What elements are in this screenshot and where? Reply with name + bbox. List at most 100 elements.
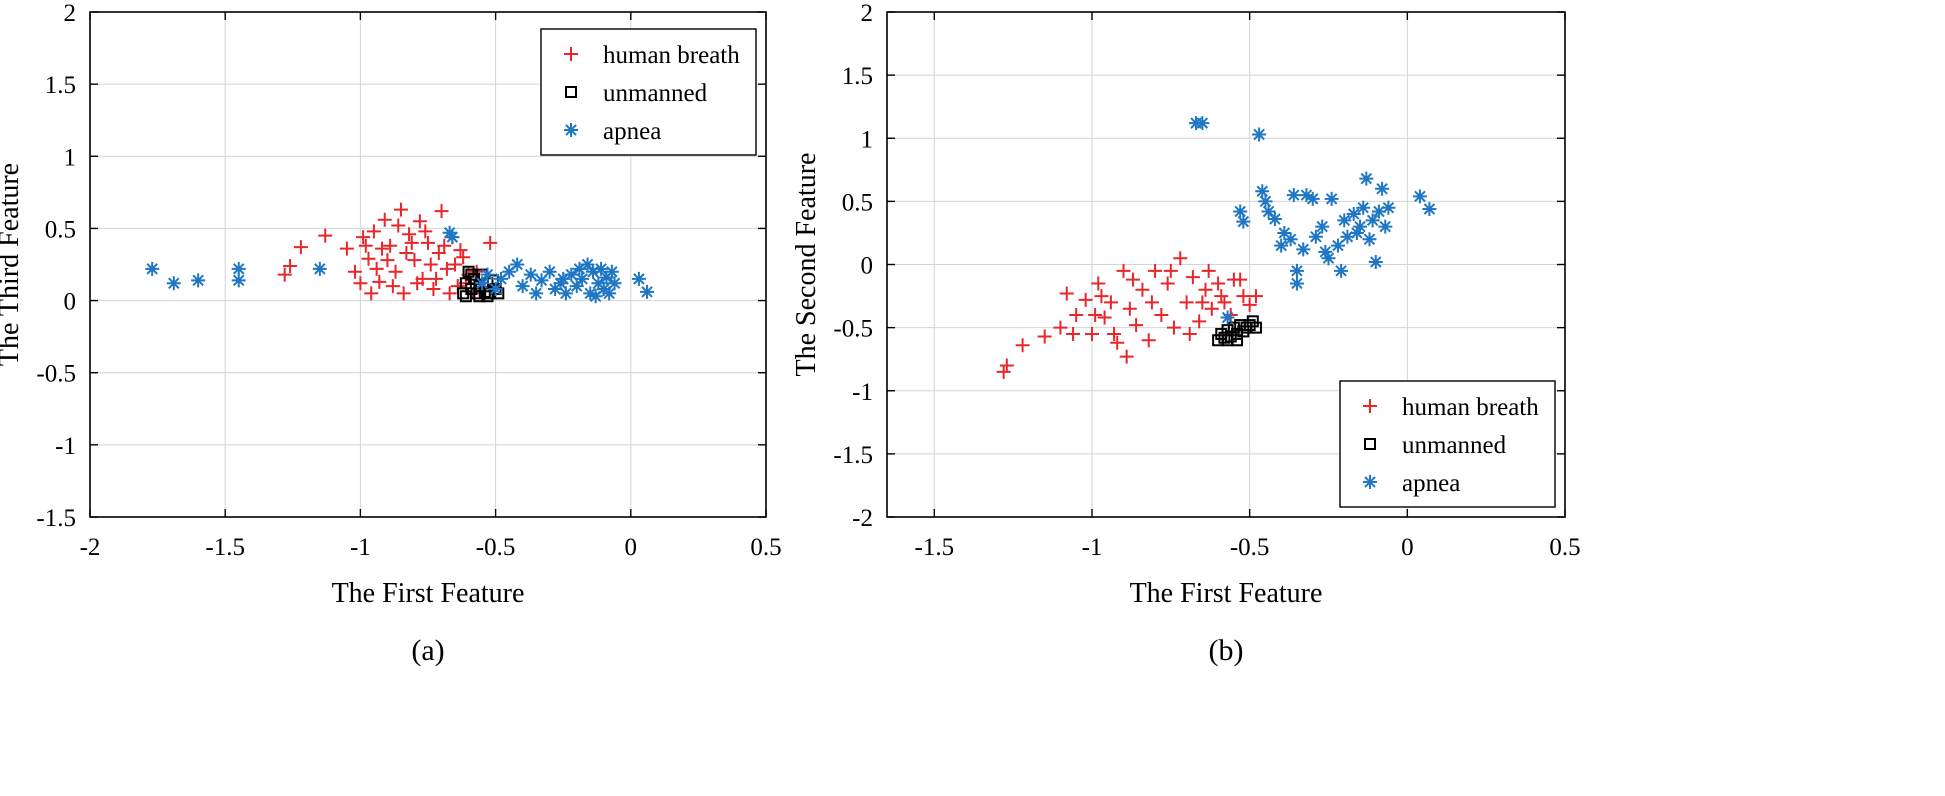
apnea-point xyxy=(1252,127,1267,142)
apnea-point xyxy=(1195,116,1210,131)
legend-marker-unmanned xyxy=(1364,438,1376,450)
unmanned-point xyxy=(465,268,478,281)
y-tick-label: 0 xyxy=(861,253,874,280)
apnea-point xyxy=(1368,254,1383,269)
apnea-point xyxy=(480,267,495,282)
human-breath-point xyxy=(439,261,454,276)
human-breath-point xyxy=(421,235,435,250)
human-breath-point xyxy=(1088,308,1103,322)
panel-label: (a) xyxy=(411,634,444,667)
apnea-point xyxy=(602,286,617,301)
unmanned-point xyxy=(1243,319,1256,332)
legend-marker-unmanned xyxy=(565,86,577,98)
apnea-point xyxy=(1267,212,1282,227)
human-breath-point xyxy=(456,250,471,265)
apnea-point xyxy=(575,271,590,286)
x-axis-label: The First Feature xyxy=(1130,578,1323,609)
apnea-point xyxy=(1255,184,1270,199)
apnea-point xyxy=(1274,238,1289,253)
apnea-point xyxy=(591,276,606,291)
x-axis-label: The First Feature xyxy=(332,578,525,609)
legend-label: apnea xyxy=(603,118,661,145)
human-breath-point xyxy=(347,264,362,279)
human-breath-point xyxy=(391,218,406,233)
human-breath-point xyxy=(1053,320,1068,335)
human-breath-point xyxy=(353,276,368,291)
human-breath-point xyxy=(1015,338,1030,353)
human-breath-point xyxy=(1141,333,1156,348)
axes-frame xyxy=(89,11,767,518)
apnea-point xyxy=(599,270,614,285)
apnea-point xyxy=(1349,225,1364,240)
legend-label: unmanned xyxy=(603,80,708,107)
unmanned-point xyxy=(481,290,494,303)
human-breath-point xyxy=(375,241,390,256)
apnea-point xyxy=(523,267,538,282)
legend-marker-human-breath xyxy=(1363,399,1377,413)
unmanned-point xyxy=(1237,325,1250,338)
apnea-point xyxy=(1334,263,1349,278)
apnea-point xyxy=(1321,251,1336,266)
human-breath-point xyxy=(1144,295,1159,310)
human-breath-point xyxy=(393,202,408,217)
apnea-point xyxy=(1371,204,1386,219)
human-breath-point xyxy=(1148,263,1163,278)
human-breath-point xyxy=(1129,318,1144,333)
unmanned-point xyxy=(1246,315,1259,328)
apnea-point xyxy=(580,257,595,272)
apnea-point xyxy=(510,257,525,272)
apnea-point xyxy=(1353,219,1368,234)
human-breath-point xyxy=(1091,276,1106,291)
apnea-point xyxy=(145,261,160,276)
legend-label: human breath xyxy=(1402,394,1539,421)
human-breath-point xyxy=(483,235,498,250)
apnea-point xyxy=(1308,229,1323,244)
apnea-point xyxy=(1305,191,1320,206)
apnea-point xyxy=(475,276,490,291)
human-breath-point xyxy=(1122,301,1137,316)
apnea-point xyxy=(1277,225,1292,240)
apnea-point xyxy=(631,271,646,286)
human-breath-point xyxy=(385,279,400,294)
apnea-point xyxy=(588,289,603,304)
human-breath-point xyxy=(339,241,354,256)
human-breath-point xyxy=(1097,310,1112,325)
human-breath-point xyxy=(453,243,468,258)
series-apnea xyxy=(1189,116,1437,325)
apnea-point xyxy=(569,279,584,294)
human-breath-point xyxy=(1160,276,1175,291)
apnea-point xyxy=(640,284,655,299)
human-breath-point xyxy=(1078,292,1093,307)
human-breath-point xyxy=(1094,289,1109,304)
human-breath-point xyxy=(356,230,371,245)
human-breath-point xyxy=(1198,282,1213,297)
panel-b-scatter-chart: -1.5 -1 -0.5 0 0.5 -2 -1.5 -1 -0.5 0 0.5 1 1.5 2 The F… xyxy=(791,0,1581,667)
apnea-point xyxy=(542,264,557,279)
apnea-point xyxy=(1422,201,1437,216)
x-tick-label: 0.5 xyxy=(750,534,781,561)
human-breath-point xyxy=(399,245,414,260)
x-tick-label: 0 xyxy=(625,534,638,561)
human-breath-point xyxy=(388,264,403,279)
apnea-point xyxy=(442,225,457,240)
apnea-point xyxy=(556,271,571,286)
apnea-point xyxy=(1220,310,1235,325)
human-breath-point xyxy=(1217,295,1232,310)
human-breath-point xyxy=(429,271,444,286)
x-tick-label: -1 xyxy=(350,534,371,561)
y-tick-label: 2 xyxy=(64,0,77,27)
unmanned-point xyxy=(459,290,472,303)
apnea-point xyxy=(594,261,609,276)
human-breath-point xyxy=(1185,270,1200,285)
x-tick-label: -0.5 xyxy=(476,534,516,561)
y-tick-label: -1 xyxy=(852,379,873,406)
apnea-point xyxy=(1289,276,1304,291)
apnea-point xyxy=(1236,214,1251,229)
human-breath-point xyxy=(996,364,1011,379)
human-breath-point xyxy=(283,258,298,273)
apnea-point xyxy=(494,271,509,286)
human-breath-point xyxy=(1233,272,1248,287)
legend: human breath unmanned apnea xyxy=(1339,380,1556,508)
y-tick-label: -0.5 xyxy=(833,316,873,343)
